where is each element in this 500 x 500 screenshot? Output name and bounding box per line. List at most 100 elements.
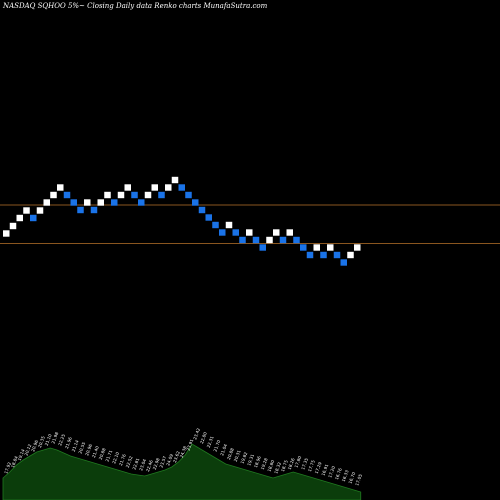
renko-brick-up <box>313 244 320 251</box>
renko-brick-down <box>320 251 327 259</box>
volume-label: 17.80 <box>293 455 302 468</box>
renko-brick-up <box>124 184 131 191</box>
volume-label: 22.31 <box>206 435 215 448</box>
volume-label: 16.70 <box>347 471 356 484</box>
renko-brick-down <box>131 191 138 199</box>
renko-brick-up <box>50 191 57 199</box>
renko-brick-up <box>43 199 50 206</box>
volume-label: 20.55 <box>77 441 86 454</box>
chart-title: NASDAQ SQHOO 5%~ Closing Daily data Renk… <box>3 2 268 10</box>
volume-label: 20.96 <box>30 439 39 452</box>
volume-label: 18.75 <box>280 459 289 472</box>
volume-area-shape <box>2 443 362 500</box>
volume-label: 23.91 <box>185 438 194 451</box>
volume-label: 17.35 <box>300 457 309 470</box>
volume-label: 23.04 <box>138 458 147 471</box>
volume-label: 22.25 <box>57 433 66 446</box>
volume-label: 21.76 <box>118 453 127 466</box>
renko-bricks <box>3 176 361 266</box>
volume-label: 21.14 <box>71 439 80 452</box>
renko-brick-down <box>63 191 71 199</box>
volume-label: 22.80 <box>199 431 208 444</box>
renko-brick-down <box>300 244 307 251</box>
renko-brick-up <box>36 207 44 214</box>
renko-brick-up <box>347 251 354 259</box>
volume-label: 18.80 <box>266 459 275 472</box>
volume-label: 22.46 <box>145 459 154 472</box>
volume-label: 18.32 <box>273 461 282 474</box>
volume-label: 17.29 <box>314 461 323 474</box>
renko-brick-down <box>185 191 192 199</box>
volume-label: 20.88 <box>226 447 235 460</box>
renko-brick-down <box>293 236 300 244</box>
renko-brick-down <box>232 229 239 236</box>
volume-label: 24.09 <box>165 453 174 466</box>
renko-brick-down <box>205 214 212 221</box>
volume-label: 20.31 <box>233 449 242 462</box>
renko-brick-down <box>70 199 77 206</box>
renko-brick-down <box>138 199 145 206</box>
volume-label: 19.82 <box>239 451 248 464</box>
volume-label: 18.96 <box>253 455 262 468</box>
volume-label: 22.10 <box>111 451 120 464</box>
renko-brick-down <box>212 221 219 229</box>
volume-labels: 17.9218.8419.1420.1220.9620.3521.1021.98… <box>3 427 363 486</box>
renko-brick-up <box>117 191 125 199</box>
renko-brick-up <box>171 176 179 184</box>
volume-label: 18.26 <box>287 457 296 470</box>
volume-label: 22.52 <box>125 455 134 468</box>
renko-brick-up <box>327 244 334 251</box>
volume-label: 16.76 <box>334 467 343 480</box>
volume-label: 18.84 <box>10 455 19 468</box>
volume-label: 23.57 <box>158 455 167 468</box>
volume-label: 17.92 <box>3 461 12 474</box>
renko-brick-down <box>252 236 260 244</box>
volume-label: 22.98 <box>152 457 161 470</box>
volume-label: 16.91 <box>320 463 329 476</box>
renko-brick-up <box>354 244 361 251</box>
renko-brick-up <box>84 199 91 206</box>
volume-label: 21.96 <box>64 436 73 449</box>
volume-label: 21.04 <box>219 443 228 456</box>
volume-label: 20.35 <box>37 435 46 448</box>
renko-brick-up <box>144 191 152 199</box>
renko-brick-down <box>90 206 98 214</box>
renko-brick-down <box>178 184 185 191</box>
renko-brick-down <box>30 214 37 222</box>
renko-brick-up <box>225 221 233 229</box>
renko-brick-down <box>192 199 199 206</box>
volume-label: 21.70 <box>212 439 221 452</box>
volume-label: 19.31 <box>246 453 255 466</box>
renko-brick-up <box>246 229 253 236</box>
renko-brick-down <box>279 236 287 244</box>
renko-brick-up <box>286 229 293 236</box>
renko-brick-up <box>23 207 30 214</box>
reference-lines <box>0 204 500 244</box>
renko-brick-down <box>111 199 118 206</box>
volume-label: 16.33 <box>341 469 350 482</box>
volume-area <box>2 443 362 500</box>
renko-brick-down <box>259 244 266 251</box>
volume-label: 22.81 <box>131 457 140 470</box>
renko-brick-up <box>97 199 104 206</box>
renko-brick-up <box>266 236 273 244</box>
volume-label: 23.62 <box>172 450 181 463</box>
renko-brick-down <box>77 206 84 214</box>
renko-brick-up <box>3 230 10 237</box>
volume-label: 21.40 <box>91 445 100 458</box>
volume-label: 19.28 <box>260 457 269 470</box>
renko-brick-up <box>273 229 280 236</box>
volume-label: 17.75 <box>307 459 316 472</box>
renko-brick-up <box>165 184 172 191</box>
renko-brick-down <box>239 236 246 244</box>
renko-brick-down <box>219 229 226 236</box>
renko-brick-down <box>306 251 314 259</box>
volume-label: 21.71 <box>104 449 113 462</box>
volume-label: 21.98 <box>50 431 59 444</box>
renko-brick-down <box>333 251 341 259</box>
renko-brick-down <box>198 206 206 214</box>
renko-brick-up <box>9 222 17 230</box>
volume-label: 17.05 <box>354 473 363 486</box>
volume-label: 23.42 <box>192 427 201 440</box>
